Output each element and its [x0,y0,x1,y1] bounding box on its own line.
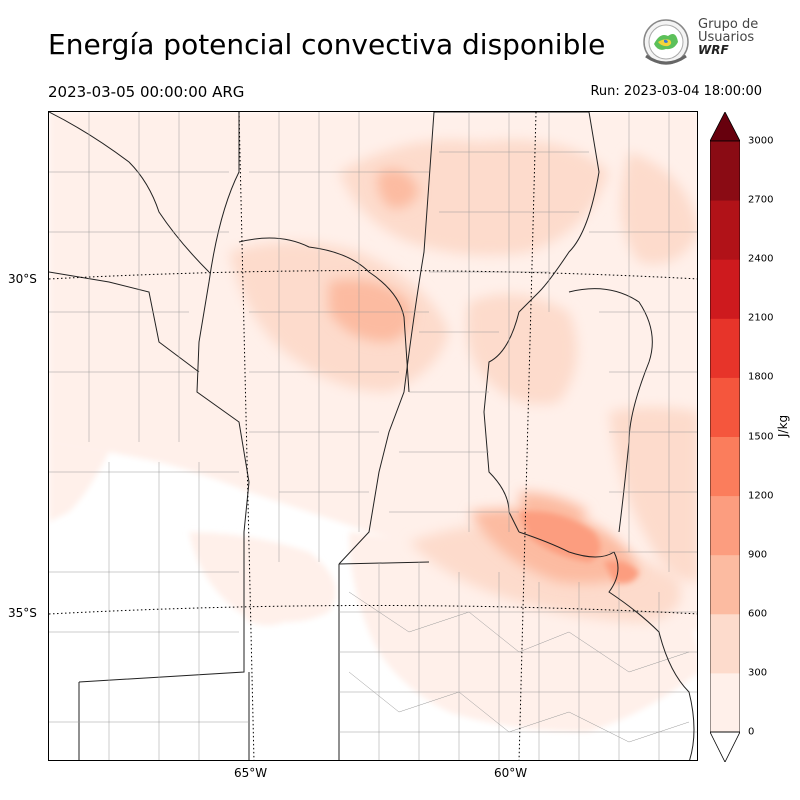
colorbar-segment [710,318,740,378]
colorbar-segment [710,200,740,260]
valid-time: 2023-03-05 00:00:00 ARG [48,83,245,101]
run-time: Run: 2023-03-04 18:00:00 [590,84,762,99]
colorbar-segment [710,672,740,733]
colorbar-tick-label: 1500 [748,431,774,442]
colorbar-segment [710,259,740,319]
colorbar-tick-label: 0 [748,726,755,738]
colorbar-segment [710,141,740,201]
colorbar-segment [710,377,740,437]
lon-label-60w: 60°W [494,766,528,780]
colorbar [710,112,740,762]
logo-text: Grupo de Usuarios WRF [698,17,759,57]
colorbar-tick-label: 1200 [748,490,774,502]
lat-label-35s: 35°S [8,606,37,620]
coastline [608,551,695,760]
colorbar-under-arrow [710,731,740,762]
graticule [49,112,697,760]
province-borders [49,112,653,760]
colorbar-over-arrow [710,112,740,142]
colorbar-tick-label: 3000 [748,135,774,147]
lon-label-65w: 65°W [234,766,268,780]
colorbar-tick-label: 2700 [748,194,774,206]
colorbar-tick-label: 600 [748,608,768,620]
colorbar-tick-label: 900 [748,549,768,561]
colorbar-tick-label: 2100 [748,312,774,324]
map-title: Energía potencial convectiva disponible [48,28,606,61]
colorbar-frame [710,140,740,733]
wrf-group-logo: Grupo de Usuarios WRF [638,16,768,72]
colorbar-tick-label: 1800 [748,371,774,383]
cape-field-layer-3 [519,511,639,584]
colorbar-tick-label: 2400 [748,253,774,265]
colorbar-unit: J/kg [776,414,790,437]
colorbar-segment [710,495,740,556]
colorbar-tick-label: 300 [748,667,768,679]
colorbar-segment [710,436,740,497]
lat-label-30s: 30°S [8,272,37,286]
seal-icon [643,19,689,65]
colorbar-segment [710,554,740,615]
colorbar-segment [710,613,740,674]
cape-map [49,112,697,760]
map-frame [48,111,698,761]
